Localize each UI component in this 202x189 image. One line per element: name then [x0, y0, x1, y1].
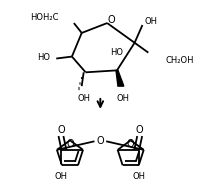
Text: OH: OH [116, 94, 129, 103]
Text: HO: HO [37, 53, 50, 62]
Text: HO: HO [110, 48, 123, 57]
Text: OH: OH [132, 172, 145, 180]
Text: O: O [57, 125, 65, 135]
Text: O: O [107, 15, 114, 25]
Text: CH₂OH: CH₂OH [165, 56, 194, 65]
Text: O: O [126, 139, 134, 149]
Text: OH: OH [77, 94, 90, 103]
Text: OH: OH [144, 17, 157, 26]
Polygon shape [115, 70, 123, 86]
Text: O: O [66, 139, 73, 149]
Text: O: O [135, 125, 142, 135]
Text: OH: OH [55, 172, 68, 180]
Text: O: O [96, 136, 104, 146]
Text: HOH₂C: HOH₂C [29, 13, 58, 22]
